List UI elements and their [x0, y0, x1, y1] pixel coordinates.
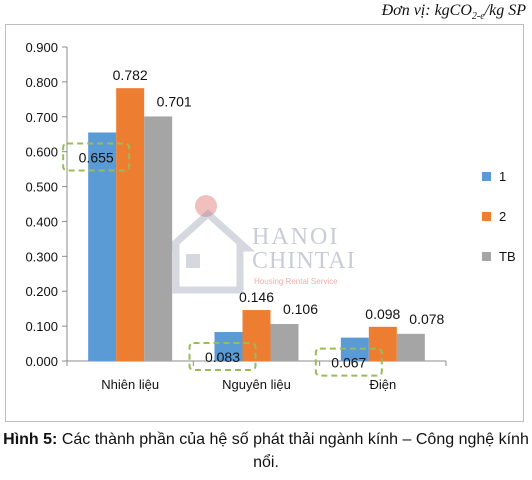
data-label: 0.078 [409, 311, 444, 327]
x-tick-label: Nhiên liệu [101, 377, 159, 392]
x-tick-label: Nguyên liệu [222, 377, 291, 392]
y-tick-label: 0.600 [25, 145, 58, 160]
bar-1 [214, 332, 243, 361]
data-label: 0.782 [113, 67, 148, 83]
data-label: 0.083 [205, 349, 240, 365]
y-tick-label: 0.100 [25, 319, 58, 334]
y-tick-label: 0.700 [25, 110, 58, 125]
bar-TB [270, 324, 299, 361]
bar-1 [88, 132, 117, 361]
legend-swatch [482, 212, 491, 221]
data-label: 0.106 [283, 301, 318, 317]
unit-prefix: Đơn vị: kgCO [381, 2, 472, 19]
unit-subscript: 2-e [471, 11, 485, 23]
watermark-line1: HANOI [252, 224, 339, 250]
y-tick-label: 0.000 [25, 354, 58, 369]
watermark-tagline: Housing Rental Service [254, 277, 338, 286]
y-tick-label: 0.200 [25, 284, 58, 299]
watermark-dot [195, 195, 217, 217]
bar-2 [368, 326, 397, 361]
data-label: 0.098 [365, 306, 400, 322]
legend-label: 2 [499, 209, 506, 224]
y-tick-label: 0.800 [25, 75, 58, 90]
caption-label: Hình 5: [3, 431, 58, 448]
data-label: 0.701 [157, 93, 192, 109]
highlight-box [62, 142, 131, 172]
y-tick-label: 0.900 [25, 40, 58, 55]
bar-TB [144, 116, 173, 361]
watermark-window-icon [186, 254, 200, 268]
data-label: 0.146 [239, 289, 274, 305]
data-label: 0.655 [79, 149, 114, 165]
legend-label: TB [499, 249, 516, 264]
caption-text: Các thành phần của hệ số phát thải ngành… [57, 431, 529, 471]
data-label: 0.067 [331, 355, 366, 371]
bar-2 [242, 310, 271, 361]
highlight-box [188, 342, 257, 372]
y-tick-label: 0.500 [25, 180, 58, 195]
watermark-line2: CHINTAI [252, 248, 356, 274]
x-tick-label: Điện [369, 377, 396, 392]
unit-label: Đơn vị: kgCO2-e/kg SP [382, 2, 526, 22]
figure-caption: Hình 5: Các thành phần của hệ số phát th… [0, 428, 532, 474]
bar-TB [396, 333, 425, 361]
legend-swatch [482, 172, 491, 181]
y-tick-label: 0.400 [25, 214, 58, 229]
legend-swatch [482, 252, 491, 261]
bar-2 [116, 88, 145, 362]
unit-suffix: /kg SP [484, 2, 526, 19]
y-tick-label: 0.300 [25, 249, 58, 264]
watermark-house-icon [160, 209, 256, 294]
legend-label: 1 [499, 169, 506, 184]
highlight-box [314, 347, 383, 377]
